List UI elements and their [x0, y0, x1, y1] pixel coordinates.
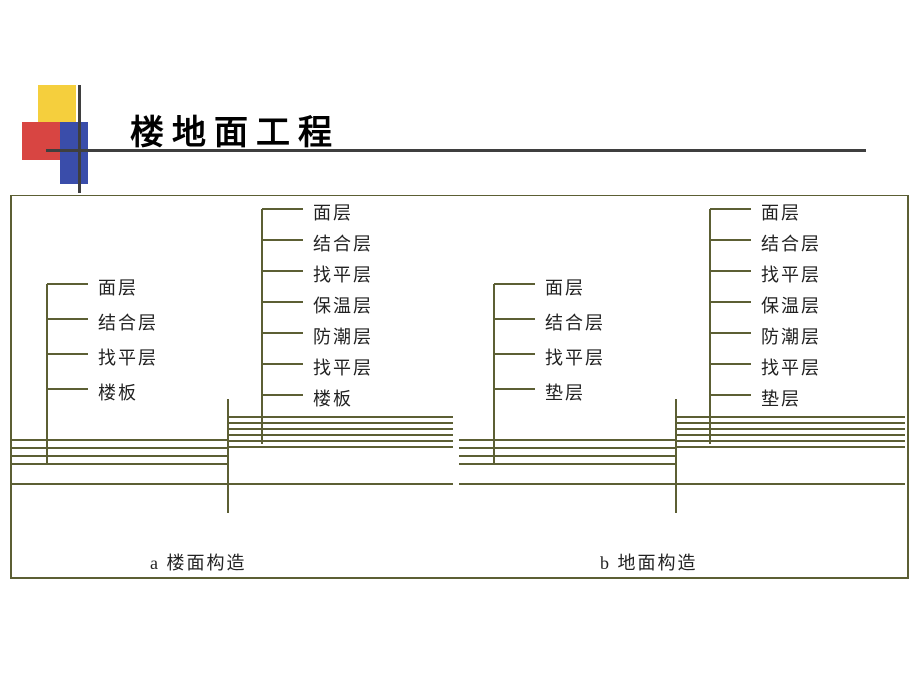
slide-title: 楼地面工程 [130, 105, 340, 154]
caption-a: a 楼面构造 [150, 549, 247, 575]
slide-root: 楼地面工程 面层结合层找平层楼板面层结合层找平层保温层防潮层找平层楼板面层结合层… [0, 0, 920, 690]
right-b-label-0: 面层 [761, 199, 801, 225]
left-a-label-3: 楼板 [98, 379, 138, 405]
header-v-line [78, 85, 81, 193]
left-b-label-2: 找平层 [313, 261, 373, 287]
right-b-label-4: 防潮层 [761, 323, 821, 349]
right-a-label-0: 面层 [545, 274, 585, 300]
deco-red [22, 122, 60, 160]
left-b-label-5: 找平层 [313, 354, 373, 380]
left-a-label-1: 结合层 [98, 309, 158, 335]
left-b-label-4: 防潮层 [313, 323, 373, 349]
left-a-label-2: 找平层 [98, 344, 158, 370]
right-a-label-3: 垫层 [545, 379, 585, 405]
deco-yellow [38, 85, 76, 123]
left-b-label-0: 面层 [313, 199, 353, 225]
right-b-label-3: 保温层 [761, 292, 821, 318]
right-b-label-5: 找平层 [761, 354, 821, 380]
caption-b: b 地面构造 [600, 549, 698, 575]
right-a-label-2: 找平层 [545, 344, 605, 370]
diagram-area: 面层结合层找平层楼板面层结合层找平层保温层防潮层找平层楼板面层结合层找平层垫层面… [0, 195, 920, 675]
left-b-label-1: 结合层 [313, 230, 373, 256]
right-a-label-1: 结合层 [545, 309, 605, 335]
left-b-label-6: 楼板 [313, 385, 353, 411]
deco-blue [60, 122, 88, 184]
right-b-label-6: 垫层 [761, 385, 801, 411]
right-b-label-1: 结合层 [761, 230, 821, 256]
right-b-label-2: 找平层 [761, 261, 821, 287]
left-a-label-0: 面层 [98, 274, 138, 300]
left-b-label-3: 保温层 [313, 292, 373, 318]
